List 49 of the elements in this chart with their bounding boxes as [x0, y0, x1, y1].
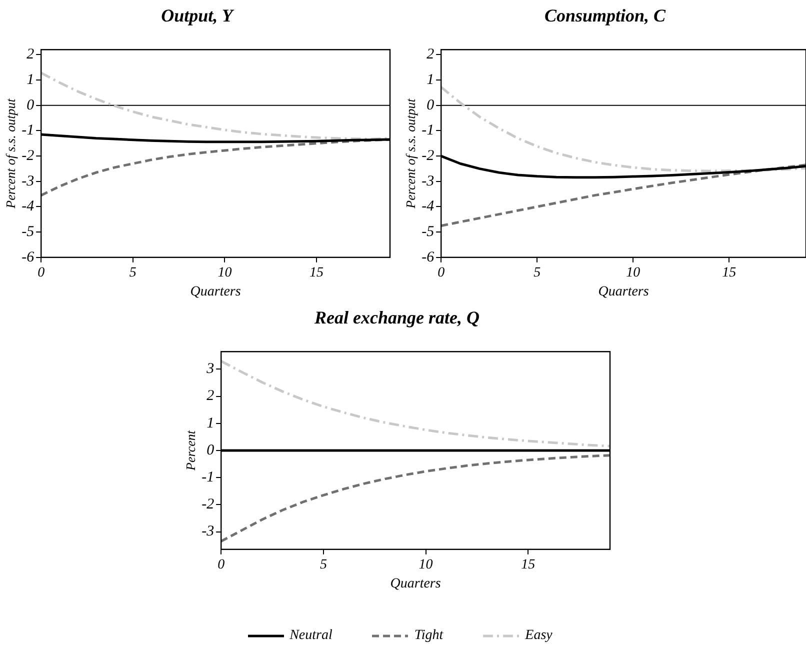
- y-tick-label: 0: [426, 97, 435, 114]
- y-tick-label: 1: [206, 415, 214, 432]
- y-tick-label: -1: [22, 122, 34, 139]
- x-axis-title: Quarters: [390, 576, 442, 592]
- chart-title: Real exchange rate, Q: [314, 307, 480, 328]
- y-tick-label: 2: [26, 46, 35, 63]
- y-tick-label: -4: [422, 198, 435, 215]
- x-axis-title: Quarters: [190, 284, 242, 300]
- y-tick-label: 1: [426, 72, 434, 88]
- x-tick-label: 15: [310, 265, 324, 280]
- y-tick-label: -2: [22, 148, 35, 164]
- y-tick-label: -3: [22, 173, 34, 190]
- legend-label: Easy: [525, 628, 552, 644]
- x-tick-label: 10: [626, 265, 640, 280]
- x-tick-label: 0: [38, 265, 45, 280]
- y-tick-label: -2: [422, 148, 435, 164]
- x-tick-label: 5: [129, 265, 136, 280]
- y-tick-label: 0: [26, 97, 35, 114]
- y-axis-title: Percent of s.s. output: [3, 98, 18, 210]
- y-tick-label: -3: [422, 173, 434, 190]
- y-tick-label: 2: [206, 388, 215, 404]
- chart-title: Consumption, C: [544, 5, 667, 26]
- y-tick-label: -4: [22, 198, 35, 215]
- y-axis-title: Percent of s.s. output: [403, 98, 418, 210]
- y-tick-label: -6: [422, 249, 435, 266]
- y-tick-label: -5: [422, 224, 435, 240]
- x-tick-label: 0: [438, 265, 445, 280]
- y-tick-label: 1: [26, 72, 34, 88]
- x-tick-label: 0: [218, 557, 225, 572]
- y-tick-label: -1: [202, 470, 214, 486]
- y-tick-label: 3: [206, 361, 214, 378]
- y-tick-label: -2: [202, 496, 215, 513]
- x-tick-label: 5: [320, 557, 327, 572]
- y-tick-label: 0: [206, 442, 215, 458]
- x-tick-label: 5: [534, 265, 541, 280]
- y-axis-title: Percent: [183, 430, 198, 472]
- y-tick-label: -6: [22, 249, 35, 266]
- y-tick-label: -1: [422, 122, 434, 139]
- y-tick-label: -3: [202, 524, 214, 540]
- x-tick-label: 10: [218, 265, 232, 280]
- x-tick-label: 15: [521, 557, 536, 572]
- y-tick-label: -5: [22, 224, 35, 240]
- legend-label: Neutral: [290, 628, 332, 644]
- y-tick-label: 2: [426, 46, 435, 63]
- x-axis-title: Quarters: [598, 284, 650, 300]
- legend-label: Tight: [414, 628, 444, 644]
- x-tick-label: 15: [722, 265, 736, 280]
- chart-title: Output, Y: [161, 5, 235, 26]
- x-tick-label: 10: [418, 557, 433, 572]
